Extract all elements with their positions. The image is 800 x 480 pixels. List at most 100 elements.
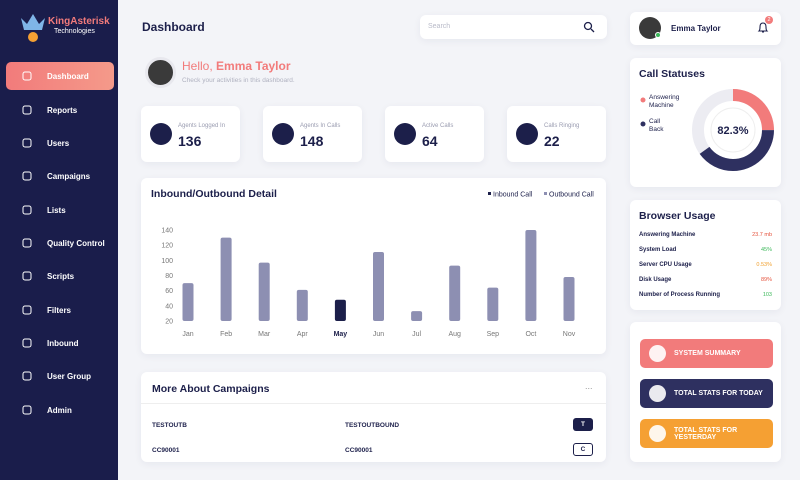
action-label: TOTAL STATS FOR YESTERDAY (674, 426, 738, 441)
sidebar: KingAsterisk Technologies Dashboard Repor… (0, 0, 118, 480)
usage-value: 103 (762, 292, 772, 298)
menu-item[interactable]: Admin (6, 396, 114, 424)
menu-item[interactable]: Reports (6, 96, 114, 124)
action-button[interactable]: TOTAL STATS FOR YESTERDAY (640, 419, 773, 448)
menu-icon (22, 305, 32, 315)
icon-shape (22, 238, 32, 248)
logo-tagline: Technologies (54, 28, 95, 35)
bar (334, 299, 346, 321)
campaigns-title: More About Campaigns (152, 383, 270, 395)
icon-shape (22, 338, 32, 348)
usage-value: 89% (760, 277, 772, 283)
x-tick-label: Apr (297, 331, 309, 338)
action-label: SYSTEM SUMMARY (674, 350, 741, 357)
stat-value: 148 (300, 133, 324, 149)
logo-icon (21, 14, 45, 42)
menu-item[interactable]: User Group (6, 362, 114, 390)
usage-label: System Load (639, 247, 677, 253)
usage-value: 0.53% (756, 262, 772, 268)
menu-item[interactable]: Campaigns (6, 162, 114, 190)
menu-item[interactable]: Scripts (6, 262, 114, 290)
legend-label: Inbound Call (493, 192, 533, 199)
legend-dot (640, 97, 646, 103)
x-tick-label: Jul (412, 331, 421, 338)
menu-icon (22, 271, 32, 281)
usage-value: 45% (760, 247, 772, 253)
x-tick-label: Oct (525, 331, 536, 338)
campaigns-menu[interactable]: ... (585, 381, 593, 391)
usage-value: 23.7 mb (752, 232, 772, 238)
stat-value: 22 (544, 133, 560, 149)
browser-usage-title: Browser Usage (639, 210, 716, 222)
donut-segment (692, 89, 774, 171)
legend-label: Outbound Call (549, 192, 594, 199)
menu-label: Dashboard (47, 71, 89, 81)
menu-label: User Group (47, 371, 92, 381)
legend-word: Machine (649, 102, 674, 109)
action-label: TOTAL STATS FOR TODAY (674, 390, 763, 397)
usage-label: Number of Process Running (639, 292, 721, 298)
browser-usage-card: Browser Usage Answering Machine 23.7 mb Sy… (630, 200, 781, 310)
greeting-avatar (145, 57, 176, 88)
campaign-button[interactable]: T (573, 418, 593, 431)
icon-shape (22, 105, 32, 115)
y-tick-label: 60 (165, 288, 173, 295)
stat-card: Agents In Calls 148 (263, 106, 362, 162)
menu-item[interactable]: Quality Control (6, 229, 114, 257)
icon-shape (22, 305, 32, 315)
stat-label: Calls Ringing (544, 123, 580, 129)
x-tick-label: Feb (220, 331, 232, 338)
divider (141, 403, 606, 404)
menu-item[interactable]: Inbound (6, 329, 114, 357)
bar (373, 251, 384, 321)
chart-title: Inbound/Outbound Detail (151, 188, 277, 200)
legend-label: Answering Machine (649, 94, 680, 109)
call-statuses-card: Call Statuses Answering Machine Call Back 82… (630, 58, 781, 187)
y-tick-label: 100 (161, 258, 173, 265)
campaigns-card: More About Campaigns ... TESTOUTB TESTOUT… (141, 372, 606, 462)
bar-chart: Inbound/Outbound Detail Inbound Call Outb… (151, 188, 594, 338)
legend-word: Back (649, 126, 664, 133)
legend-swatch (544, 192, 547, 195)
menu-label: Admin (47, 405, 72, 415)
menu-item[interactable]: Filters (6, 296, 114, 324)
y-tick-label: 40 (165, 303, 173, 310)
x-tick-label: Sep (487, 331, 500, 338)
online-dot (655, 32, 661, 38)
x-tick-label: Mar (258, 331, 271, 338)
action-icon (649, 385, 666, 402)
stat-card: Active Calls 64 (385, 106, 484, 162)
user-card: Emma Taylor 2 (630, 12, 781, 45)
search-box[interactable]: Search (420, 15, 607, 39)
y-tick-label: 80 (165, 273, 173, 280)
bar (449, 265, 461, 321)
icon-shape (22, 138, 32, 148)
campaign-button[interactable]: C (573, 443, 593, 456)
bar (258, 262, 270, 321)
menu-icon (22, 71, 32, 81)
bar (487, 287, 499, 321)
greeting-hello: Hello, (182, 59, 213, 73)
notification-badge: 2 (765, 16, 773, 24)
menu-label: Scripts (47, 271, 75, 281)
icon-shape (22, 171, 32, 181)
icon-shape (22, 271, 32, 281)
icon-shape (22, 71, 32, 81)
menu-icon (22, 105, 32, 115)
action-button[interactable]: TOTAL STATS FOR TODAY (640, 379, 773, 408)
stat-label: Active Calls (422, 123, 454, 129)
usage-label: Server CPU Usage (639, 262, 692, 268)
stat-icon (516, 123, 538, 145)
action-button[interactable]: SYSTEM SUMMARY (640, 339, 773, 368)
bell-icon[interactable] (757, 21, 769, 35)
bar (525, 230, 537, 321)
menu-item[interactable]: Dashboard (6, 62, 114, 90)
stat-value: 64 (422, 133, 438, 149)
menu-item[interactable]: Users (6, 129, 114, 157)
icon-shape (22, 405, 32, 415)
menu-icon (22, 405, 32, 415)
stat-icon (394, 123, 416, 145)
legend-swatch (488, 192, 491, 195)
menu-label: Campaigns (47, 171, 91, 181)
menu-item[interactable]: Lists (6, 196, 114, 224)
